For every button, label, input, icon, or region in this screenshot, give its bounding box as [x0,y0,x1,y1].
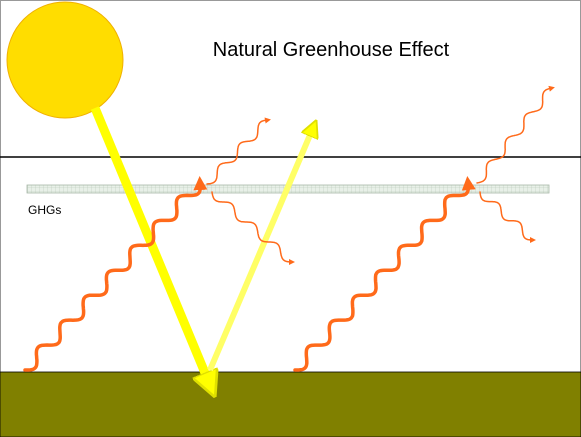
ghg-label: GHGs [28,203,61,217]
ir-wave [479,191,536,243]
ir-wave [476,85,555,184]
ir-wave [23,176,208,372]
ir-wave [206,117,271,185]
infrared-radiation [23,85,555,372]
title: Natural Greenhouse Effect [213,39,450,61]
ground [0,371,581,437]
sun [6,1,124,119]
ir-wave [211,191,295,265]
reflected-sunlight [207,128,313,372]
ir-wave [293,176,476,372]
incoming-sunlight [90,106,210,385]
